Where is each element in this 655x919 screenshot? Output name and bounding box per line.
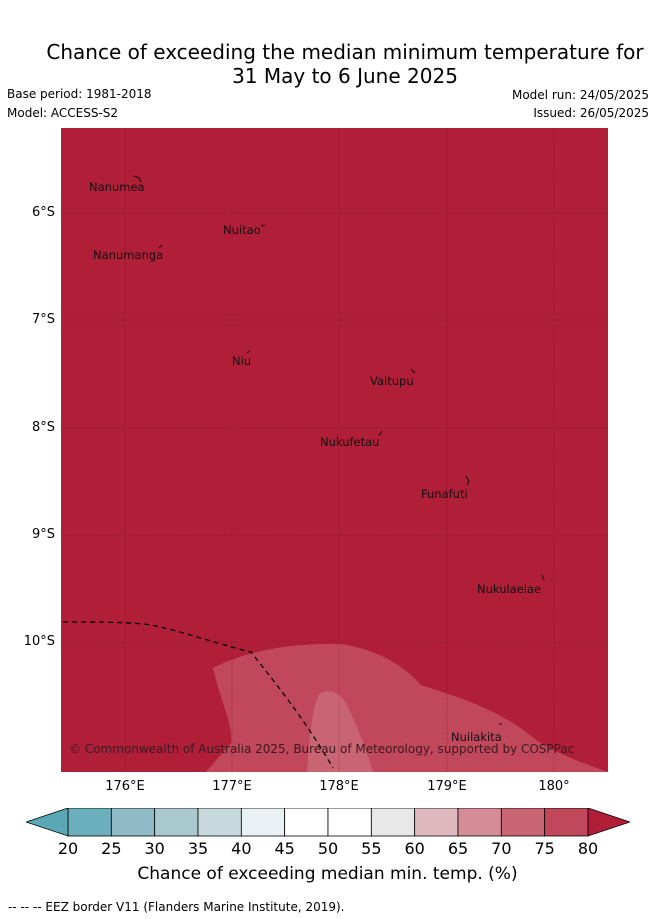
- model-name: Model: ACCESS-S2: [7, 106, 119, 120]
- colorbar-tick-label: 40: [231, 839, 252, 858]
- place-nanumanga: Nanumanga: [93, 248, 164, 262]
- colorbar-cell: [284, 808, 329, 837]
- colorbar-tick-label: 60: [404, 839, 425, 858]
- map-title: Chance of exceeding the median minimum t…: [0, 40, 655, 88]
- colorbar-tick-label: 45: [274, 839, 295, 858]
- lon-label-176e: 176°E: [105, 779, 145, 794]
- place-nukufetau: Nukufetau: [320, 435, 380, 449]
- island-funafuti: [465, 475, 470, 486]
- island-nukufetau: [378, 430, 383, 437]
- colorbar-tick-label: 25: [101, 839, 122, 858]
- base-period: Base period: 1981-2018: [7, 87, 152, 101]
- eez-border: [62, 621, 334, 769]
- colorbar-cell: [544, 808, 589, 837]
- colorbar-label: Chance of exceeding median min. temp. (%…: [137, 864, 518, 884]
- lat-label-9s: 9°S: [31, 527, 55, 542]
- title-line-2: 31 May to 6 June 2025: [232, 64, 458, 88]
- island-nanumanga: [158, 244, 163, 249]
- colorbar-cell: [197, 808, 242, 837]
- island-nuitao: [260, 224, 266, 227]
- island-nukulaelae: [541, 574, 545, 581]
- colorbar-tick-label: 20: [57, 839, 79, 858]
- lon-label-177e: 177°E: [212, 779, 252, 794]
- map-panel: Nanumea Nuitao Nanumanga Niu Vaitupu Nuk…: [61, 128, 608, 772]
- colorbar-tick-label: 80: [577, 839, 599, 858]
- map-canvas: [61, 128, 608, 772]
- region-70-75: [206, 643, 608, 772]
- place-funafuti: Funafuti: [421, 487, 468, 501]
- model-run: Model run: 24/05/2025: [511, 88, 649, 102]
- colorbar-tick-label: 55: [361, 839, 382, 858]
- lat-label-8s: 8°S: [31, 420, 55, 435]
- colorbar-cell: [457, 808, 502, 837]
- issued-date: Issued: 26/05/2025: [533, 106, 649, 120]
- place-nukulaelae: Nukulaelae: [477, 582, 542, 596]
- place-nanumea: Nanumea: [89, 180, 145, 194]
- colorbar-cell: [67, 808, 112, 837]
- colorbar-cell: [110, 808, 156, 837]
- lon-label-178e: 178°E: [319, 779, 359, 794]
- colorbar-cell: [500, 808, 546, 837]
- island-niu: [246, 350, 251, 354]
- place-nuitao: Nuitao: [223, 223, 261, 237]
- colorbar-tick-label: 35: [187, 839, 209, 858]
- lat-label-7s: 7°S: [31, 312, 55, 327]
- islands: [133, 175, 545, 725]
- colorbar-cell: [154, 808, 199, 837]
- colorbar-over-arrow: [587, 808, 630, 837]
- place-vaitupu: Vaitupu: [370, 374, 414, 388]
- island-nanumea: [133, 175, 142, 183]
- colorbar-cell: [370, 808, 416, 837]
- colorbar-tick-label: 75: [534, 839, 555, 858]
- lon-label-179e: 179°E: [427, 779, 467, 794]
- lat-label-6s: 6°S: [31, 205, 55, 220]
- colorbar: [26, 808, 630, 837]
- colorbar-tick-label: 70: [491, 839, 512, 858]
- eez-legend: -- -- -- EEZ border V11 (Flanders Marine…: [8, 900, 345, 914]
- graticule: [61, 128, 608, 772]
- colorbar-tick-label: 65: [447, 839, 469, 858]
- copyright-notice: © Commonwealth of Australia 2025, Bureau…: [69, 742, 575, 756]
- place-nuilakita: Nuilakita: [451, 730, 502, 744]
- island-vaitupu: [410, 368, 416, 374]
- colorbar-tick-label: 30: [144, 839, 165, 858]
- colorbar-cell: [414, 808, 459, 837]
- lon-label-180: 180°: [538, 779, 570, 794]
- colorbar-tick-label: 50: [317, 839, 339, 858]
- title-line-1: Chance of exceeding the median minimum t…: [46, 40, 644, 64]
- lat-label-10s: 10°S: [23, 634, 55, 649]
- colorbar-cell: [327, 808, 372, 837]
- colorbar-under-arrow: [26, 808, 69, 837]
- colorbar-cell: [240, 808, 286, 837]
- place-niu: Niu: [232, 354, 252, 368]
